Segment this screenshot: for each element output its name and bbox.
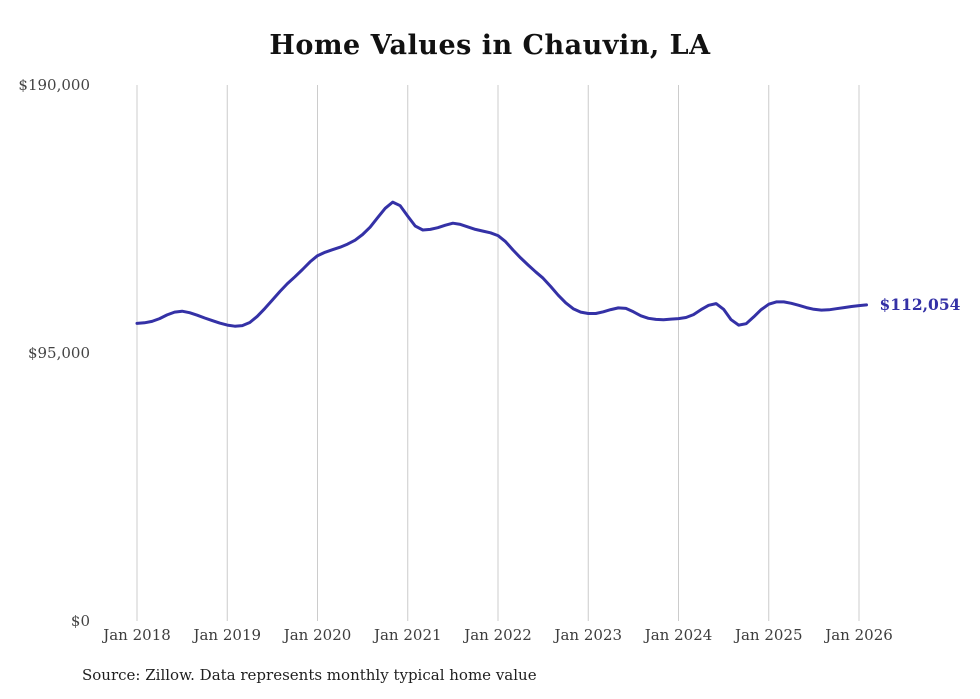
x-axis-tick-label: Jan 2020 bbox=[282, 626, 352, 644]
x-axis-tick-label: Jan 2021 bbox=[372, 626, 442, 644]
y-axis-tick-label: $0 bbox=[71, 612, 90, 630]
x-axis-tick-label: Jan 2022 bbox=[462, 626, 532, 644]
chart-title: Home Values in Chauvin, LA bbox=[269, 30, 711, 61]
end-value-label: $112,054 bbox=[880, 295, 961, 314]
x-axis-tick-label: Jan 2019 bbox=[191, 626, 261, 644]
x-axis-tick-label: Jan 2023 bbox=[552, 626, 622, 644]
home-value-line-series bbox=[135, 200, 868, 328]
y-axis-tick-label: $95,000 bbox=[28, 344, 90, 362]
x-axis-tick-label: Jan 2018 bbox=[101, 626, 171, 644]
x-axis-tick-label: Jan 2026 bbox=[823, 626, 893, 644]
y-axis-tick-label: $190,000 bbox=[18, 76, 90, 94]
x-axis-tick-label: Jan 2024 bbox=[643, 626, 713, 644]
source-note: Source: Zillow. Data represents monthly … bbox=[82, 666, 537, 684]
x-axis-tick-label: Jan 2025 bbox=[733, 626, 803, 644]
